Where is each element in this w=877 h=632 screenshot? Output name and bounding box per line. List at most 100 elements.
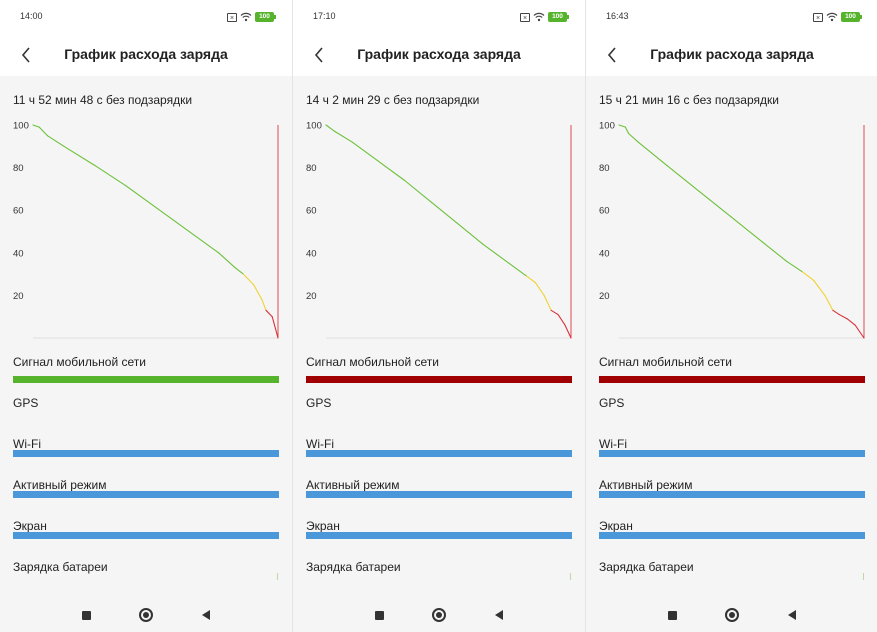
status-bar: 17:10 × 100: [293, 0, 585, 34]
wifi-icon: [826, 12, 838, 22]
y-tick-label: 100: [13, 121, 29, 132]
discharge-curve-segment: [526, 275, 536, 284]
wifi-icon: [533, 12, 545, 22]
signal-label: Сигнал мобильной сети: [599, 355, 732, 369]
chevron-left-icon[interactable]: [606, 46, 618, 64]
back-button[interactable]: [778, 598, 806, 632]
discharge-curve-segment: [813, 279, 826, 296]
y-tick-label: 40: [13, 248, 24, 259]
y-tick-label: 40: [599, 248, 610, 259]
discharge-curve-segment: [762, 241, 788, 262]
home-button[interactable]: [425, 598, 453, 632]
discharge-curve-segment: [628, 132, 639, 143]
battery-chart-svg: 20 40 60 80 100: [13, 121, 279, 339]
navigation-bar: [0, 598, 292, 632]
home-button[interactable]: [718, 598, 746, 632]
back-button[interactable]: [485, 598, 513, 632]
sim-off-icon: ×: [520, 12, 530, 22]
discharge-curve-segment: [550, 309, 559, 316]
discharge-curve-segment: [271, 316, 279, 339]
discharge-curve-segment: [156, 207, 189, 231]
home-icon: [432, 608, 446, 622]
page-title: График расхода заряда: [650, 46, 814, 62]
gps-label: GPS: [13, 396, 39, 410]
battery-icon: 100: [548, 12, 569, 22]
phone-screen: 16:43 × 100 График расхода заряда 15 ч 2…: [586, 0, 877, 632]
y-tick-label: 60: [13, 206, 24, 217]
discharge-curve-segment: [125, 185, 158, 209]
discharge-curve-segment: [854, 324, 865, 339]
back-triangle-icon: [495, 610, 503, 620]
recent-apps-button[interactable]: [658, 598, 686, 632]
signal-bar: [13, 376, 279, 383]
discharge-curve-segment: [351, 141, 379, 162]
gps-label: GPS: [306, 396, 332, 410]
active-mode-bar: [306, 491, 572, 498]
wifi-label: Wi-Fi: [599, 437, 627, 451]
home-icon: [139, 608, 153, 622]
discharge-curve-segment: [430, 201, 458, 224]
battery-chart: 20 40 60 80 100: [586, 115, 877, 347]
page-title: График расхода заряда: [64, 46, 228, 62]
status-icons: × 100: [520, 10, 569, 24]
back-button[interactable]: [192, 598, 220, 632]
signal-bar: [599, 376, 865, 383]
sim-off-icon: ×: [227, 12, 237, 22]
y-tick-label: 80: [13, 163, 24, 174]
screen-bar: [13, 532, 279, 539]
wifi-bar: [599, 450, 865, 457]
discharge-curve-segment: [534, 282, 545, 296]
screen-bar: [599, 532, 865, 539]
discharge-curve-segment: [698, 190, 732, 218]
recent-apps-button[interactable]: [365, 598, 393, 632]
y-tick-label: 60: [599, 206, 610, 217]
phone-screen: 17:10 × 100 График расхода заряда 14 ч 2…: [293, 0, 585, 632]
discharge-curve-segment: [42, 130, 48, 137]
app-header: График расхода заряда: [293, 34, 585, 76]
recent-apps-button[interactable]: [72, 598, 100, 632]
y-tick-label: 20: [13, 291, 24, 302]
home-icon: [725, 608, 739, 622]
discharge-curve-segment: [832, 309, 840, 316]
discharge-curve-segment: [456, 222, 484, 245]
active-mode-label: Активный режим: [306, 478, 400, 492]
app-header: График расхода заряда: [0, 34, 292, 76]
navigation-bar: [293, 598, 585, 632]
discharge-curve-segment: [838, 314, 848, 320]
screen-label: Экран: [13, 519, 47, 533]
home-button[interactable]: [132, 598, 160, 632]
discharge-curve-segment: [253, 284, 263, 301]
y-tick-label: 100: [306, 121, 322, 132]
wifi-label: Wi-Fi: [306, 437, 334, 451]
discharge-curve-segment: [624, 126, 630, 135]
back-triangle-icon: [202, 610, 210, 620]
chevron-left-icon[interactable]: [313, 46, 325, 64]
app-header: График расхода заряда: [586, 34, 877, 76]
discharge-curve-segment: [730, 216, 764, 243]
discharge-curve-segment: [38, 126, 44, 132]
discharge-curve-segment: [46, 135, 65, 147]
discharge-curve-segment: [261, 299, 267, 311]
discharge-curve-segment: [334, 130, 353, 143]
battery-chart-svg: 20 40 60 80 100: [306, 121, 572, 339]
y-tick-label: 40: [306, 248, 317, 259]
battery-chart: 20 40 60 80 100: [293, 115, 585, 347]
discharge-curve-segment: [63, 145, 96, 167]
recent-apps-icon: [81, 610, 91, 620]
discharge-curve-segment: [824, 294, 834, 311]
recent-apps-icon: [667, 610, 677, 620]
chevron-left-icon[interactable]: [20, 46, 32, 64]
discharge-curve-segment: [32, 124, 40, 128]
wifi-bar: [306, 450, 572, 457]
active-mode-bar: [599, 491, 865, 498]
y-tick-label: 80: [306, 163, 317, 174]
wifi-bar: [13, 450, 279, 457]
sim-off-icon: ×: [813, 12, 823, 22]
charging-label: Зарядка батареи: [13, 560, 108, 574]
signal-label: Сигнал мобильной сети: [13, 355, 146, 369]
discharge-curve-segment: [557, 314, 566, 326]
wifi-label: Wi-Fi: [13, 437, 41, 451]
status-time: 14:00: [20, 11, 43, 21]
discharge-curve-segment: [618, 124, 626, 128]
active-mode-label: Активный режим: [599, 478, 693, 492]
